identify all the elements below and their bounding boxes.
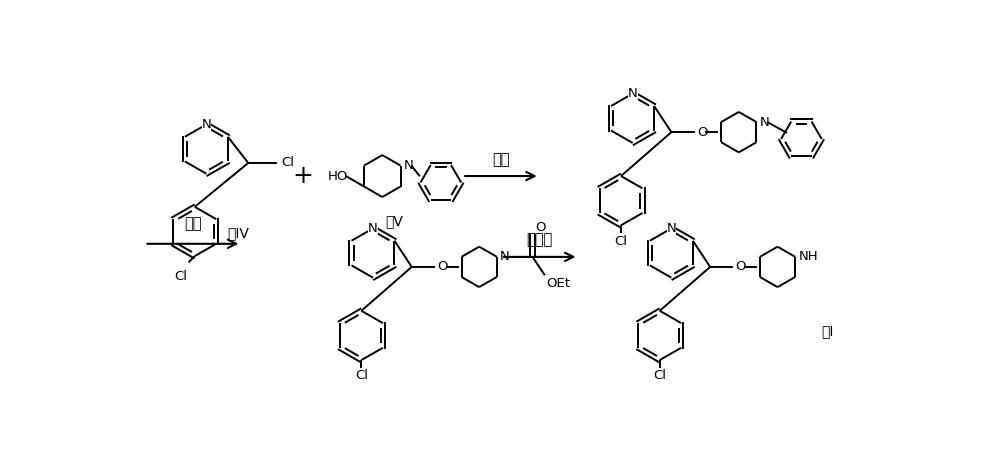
Text: O: O: [536, 221, 546, 233]
Text: 缩合: 缩合: [492, 152, 510, 167]
Text: Cl: Cl: [355, 370, 368, 382]
Text: N: N: [760, 116, 769, 129]
Text: Cl: Cl: [174, 270, 187, 283]
Text: 取代: 取代: [184, 217, 202, 232]
Text: O: O: [736, 260, 746, 274]
Text: N: N: [628, 87, 638, 100]
Text: 式I: 式I: [821, 325, 834, 339]
Text: N: N: [404, 159, 413, 172]
Text: 式V: 式V: [385, 214, 403, 228]
Text: 式IV: 式IV: [227, 226, 249, 240]
Text: 脱保护: 脱保护: [526, 233, 553, 247]
Text: N: N: [500, 250, 510, 263]
Text: Cl: Cl: [614, 234, 628, 247]
Text: N: N: [202, 118, 211, 131]
Text: OEt: OEt: [546, 277, 570, 290]
Text: NH: NH: [798, 250, 818, 263]
Text: Cl: Cl: [653, 370, 666, 382]
Text: +: +: [293, 164, 314, 188]
Text: O: O: [437, 260, 448, 274]
Text: O: O: [697, 126, 707, 139]
Text: Cl: Cl: [281, 157, 294, 170]
Text: HO: HO: [328, 170, 348, 183]
Text: N: N: [368, 222, 378, 235]
Text: N: N: [666, 222, 676, 235]
